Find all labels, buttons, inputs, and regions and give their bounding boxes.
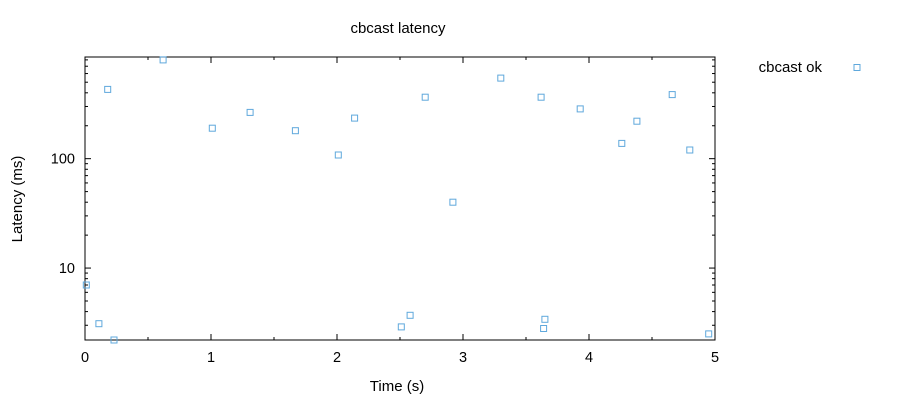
y-tick-label: 100 — [51, 152, 75, 168]
data-point — [421, 93, 429, 101]
data-point — [82, 281, 90, 289]
data-point — [686, 146, 694, 154]
data-point — [633, 117, 641, 125]
x-tick-label: 4 — [585, 350, 593, 366]
data-points — [82, 56, 713, 344]
data-point — [541, 315, 549, 323]
data-point — [705, 330, 713, 338]
x-tick-label: 0 — [81, 350, 89, 366]
x-tick-label: 3 — [459, 350, 467, 366]
chart-title: cbcast latency — [350, 20, 446, 37]
data-point — [246, 108, 254, 116]
data-point — [668, 91, 676, 99]
x-tick-label: 2 — [333, 350, 341, 366]
data-point — [95, 320, 103, 328]
data-point — [576, 105, 584, 113]
axis-tick-labels: 0 1 2 3 4 5 10 100 — [51, 152, 719, 366]
axis-ticks — [84, 57, 716, 340]
data-point — [540, 325, 548, 332]
data-point — [110, 336, 118, 344]
data-point — [449, 198, 457, 206]
x-tick-label: 1 — [207, 350, 215, 366]
data-point — [497, 74, 505, 82]
data-point — [397, 323, 405, 331]
data-point — [208, 124, 216, 132]
data-point — [618, 139, 626, 147]
x-axis-label: Time (s) — [370, 378, 424, 395]
data-point — [334, 151, 342, 159]
y-axis-label: Latency (ms) — [9, 156, 26, 243]
data-point — [104, 85, 112, 93]
legend: cbcast ok — [759, 59, 861, 76]
data-point — [159, 56, 167, 64]
data-point — [351, 114, 359, 122]
data-point — [406, 311, 414, 319]
legend-entry-cbcast-ok: cbcast ok — [759, 59, 823, 76]
data-point — [291, 127, 299, 135]
plot-area-frame — [84, 56, 716, 341]
data-point — [537, 93, 545, 101]
y-tick-label: 10 — [59, 261, 75, 277]
legend-marker — [853, 64, 861, 71]
x-tick-label: 5 — [711, 350, 719, 366]
